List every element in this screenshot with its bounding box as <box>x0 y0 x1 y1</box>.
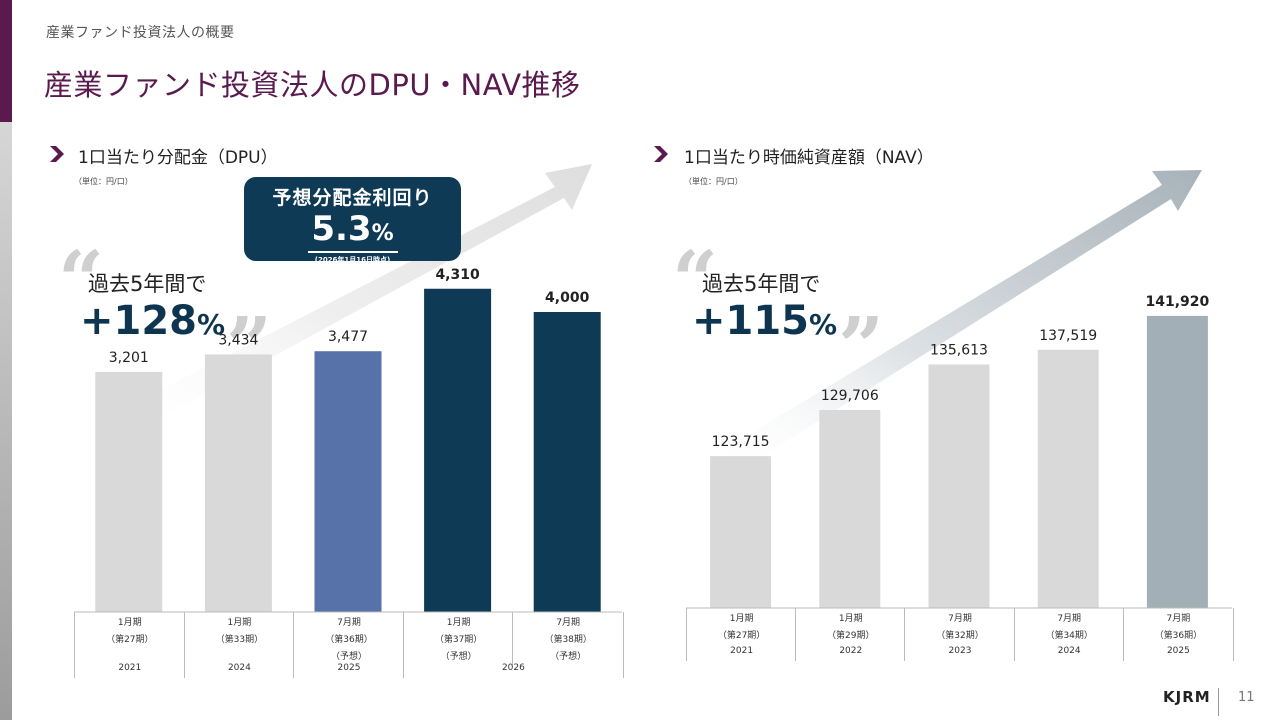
yield-title: 予想分配金利回り <box>272 187 433 209</box>
nav-close-quote-icon: ” <box>838 299 885 393</box>
nav-chart-title: 1口当たり時価純資産額（NAV） <box>684 148 934 168</box>
nav-axis-cell-2: 1月期 （第29期） 2022 <box>795 608 905 661</box>
nav-bar-4 <box>1037 349 1099 608</box>
dpu-growth-number: +128 <box>80 298 198 344</box>
nav-x-axis-table: 1月期 （第27期） 2021 1月期 （第29期） 2022 7月期 （第32期） 2023 7… <box>686 608 1234 661</box>
dpu-value-label-1: 3,201 <box>109 350 149 366</box>
dpu-axis-year-4: 2026 <box>402 663 624 678</box>
nav-bar-3 <box>928 364 990 608</box>
dpu-axis-year-2: 2024 <box>183 663 295 678</box>
dpu-chevron-icon <box>50 146 64 162</box>
nav-axis-year-2: 2022 <box>839 646 863 656</box>
nav-axis-period-4: 7月期 <box>1057 614 1082 624</box>
dpu-axis-year-1: 2021 <box>74 663 185 678</box>
dpu-axis-fiscal-1: （第27期） <box>106 635 154 645</box>
yield-value: 5.3% <box>244 210 461 253</box>
yield-underline <box>307 251 398 253</box>
dpu-bar-3 <box>314 351 382 612</box>
nav-chevron-icon <box>654 146 668 162</box>
nav-value-label-1: 123,715 <box>712 434 770 450</box>
dpu-x-axis-table: 1月期 （第27期） 1月期 （第33期） 7月期 （第36期） （予想） 1月期 （第37期）… <box>74 612 624 678</box>
dpu-axis-note-4: （予想） <box>440 652 477 662</box>
nav-unit-label: （単位：円/口） <box>684 177 743 186</box>
nav-growth-label: 過去5年間で <box>702 272 821 296</box>
nav-axis-fiscal-4: （第34期） <box>1045 631 1093 641</box>
nav-bar-1 <box>710 456 772 608</box>
dpu-axis-note-5: （予想） <box>550 652 587 662</box>
dpu-bar-5 <box>533 312 601 612</box>
dpu-value-label-3: 3,477 <box>328 329 368 345</box>
nav-axis-period-3: 7月期 <box>948 614 972 624</box>
dpu-axis-period-1: 1月期 <box>117 618 142 628</box>
nav-growth-number: +115 <box>692 298 810 344</box>
side-gradient-bar <box>0 122 12 720</box>
dpu-axis-period-3: 7月期 <box>337 618 361 628</box>
nav-open-quote-icon: “ <box>672 233 719 327</box>
section-label: 産業ファンド投資法人の概要 <box>46 25 235 41</box>
dpu-growth-pct: % <box>197 308 226 341</box>
dpu-axis-cell-3: 7月期 （第36期） （予想） <box>293 612 404 665</box>
nav-axis-year-5: 2025 <box>1166 646 1190 656</box>
nav-axis-period-2: 1月期 <box>838 614 863 624</box>
company-logo: KJRM <box>1163 688 1211 706</box>
nav-axis-fiscal-1: （第27期） <box>717 631 766 641</box>
nav-bar-2 <box>819 409 881 608</box>
page-title: 産業ファンド投資法人のDPU・NAV推移 <box>44 68 581 102</box>
dpu-axis-fiscal-2: （第33期） <box>215 635 264 645</box>
nav-axis-fiscal-3: （第32期） <box>936 631 984 641</box>
dpu-chart-title: 1口当たり分配金（DPU） <box>78 148 278 168</box>
yield-pct: % <box>371 221 394 246</box>
dpu-axis-note-3: （予想） <box>330 652 367 662</box>
nav-value-label-4: 137,519 <box>1039 328 1097 344</box>
nav-bar-5 <box>1146 315 1208 608</box>
nav-axis-year-3: 2023 <box>948 646 972 656</box>
yield-number: 5.3 <box>311 209 372 249</box>
nav-axis-cell-4: 7月期 （第34期） 2024 <box>1013 608 1124 661</box>
page-number: 11 <box>1238 690 1255 705</box>
dpu-bar-1 <box>95 371 163 612</box>
nav-axis-cell-5: 7月期 （第36期） 2025 <box>1122 608 1234 661</box>
nav-value-label-5: 141,920 <box>1146 294 1210 310</box>
dpu-unit-label: （単位：円/口） <box>74 177 133 186</box>
nav-axis-period-1: 1月期 <box>729 614 754 624</box>
dpu-growth-value: +128% <box>80 298 225 344</box>
nav-value-label-2: 129,706 <box>821 388 879 404</box>
dpu-bar-4 <box>424 288 492 612</box>
dpu-axis-period-5: 7月期 <box>556 618 581 628</box>
nav-axis-period-5: 7月期 <box>1166 614 1191 624</box>
dpu-axis-cell-2: 1月期 （第33期） <box>183 612 295 665</box>
dpu-axis-fiscal-4: （第37期） <box>434 635 483 645</box>
dpu-axis-cell-4: 1月期 （第37期） （予想） <box>402 612 514 665</box>
dpu-axis-period-4: 1月期 <box>446 618 471 628</box>
dpu-axis-period-2: 1月期 <box>227 618 252 628</box>
dpu-axis-fiscal-3: （第36期） <box>325 635 373 645</box>
nav-axis-cell-1: 1月期 （第27期） 2021 <box>686 608 796 661</box>
nav-axis-fiscal-5: （第36期） <box>1154 631 1203 641</box>
nav-axis-year-1: 2021 <box>730 646 754 656</box>
dpu-axis-cell-1: 1月期 （第27期） <box>74 612 185 665</box>
nav-growth-value: +115% <box>692 298 837 344</box>
dpu-growth-label: 過去5年間で <box>88 272 207 296</box>
dpu-axis-cell-5: 7月期 （第38期） （予想） <box>512 612 624 665</box>
dpu-axis-fiscal-5: （第38期） <box>544 635 592 645</box>
dpu-value-label-5: 4,000 <box>545 290 590 306</box>
nav-trend-arrow <box>720 170 1202 474</box>
dpu-axis-year-3: 2025 <box>293 663 404 678</box>
footer-separator <box>1218 688 1219 716</box>
forecast-yield-badge: 予想分配金利回り 5.3% (2026年1月16日時点) <box>244 177 461 264</box>
dpu-bar-2 <box>204 354 272 612</box>
yield-date: (2026年1月16日時点) <box>314 256 391 264</box>
accent-bar <box>0 0 12 122</box>
dpu-open-quote-icon: “ <box>58 233 105 327</box>
nav-axis-year-4: 2024 <box>1057 646 1081 656</box>
nav-value-label-3: 135,613 <box>930 342 988 358</box>
dpu-value-label-4: 4,310 <box>435 267 480 283</box>
nav-axis-fiscal-2: （第29期） <box>827 631 875 641</box>
nav-axis-cell-3: 7月期 （第32期） 2023 <box>904 608 1014 661</box>
nav-growth-pct: % <box>809 308 838 341</box>
dpu-value-label-2: 3,434 <box>218 332 258 348</box>
